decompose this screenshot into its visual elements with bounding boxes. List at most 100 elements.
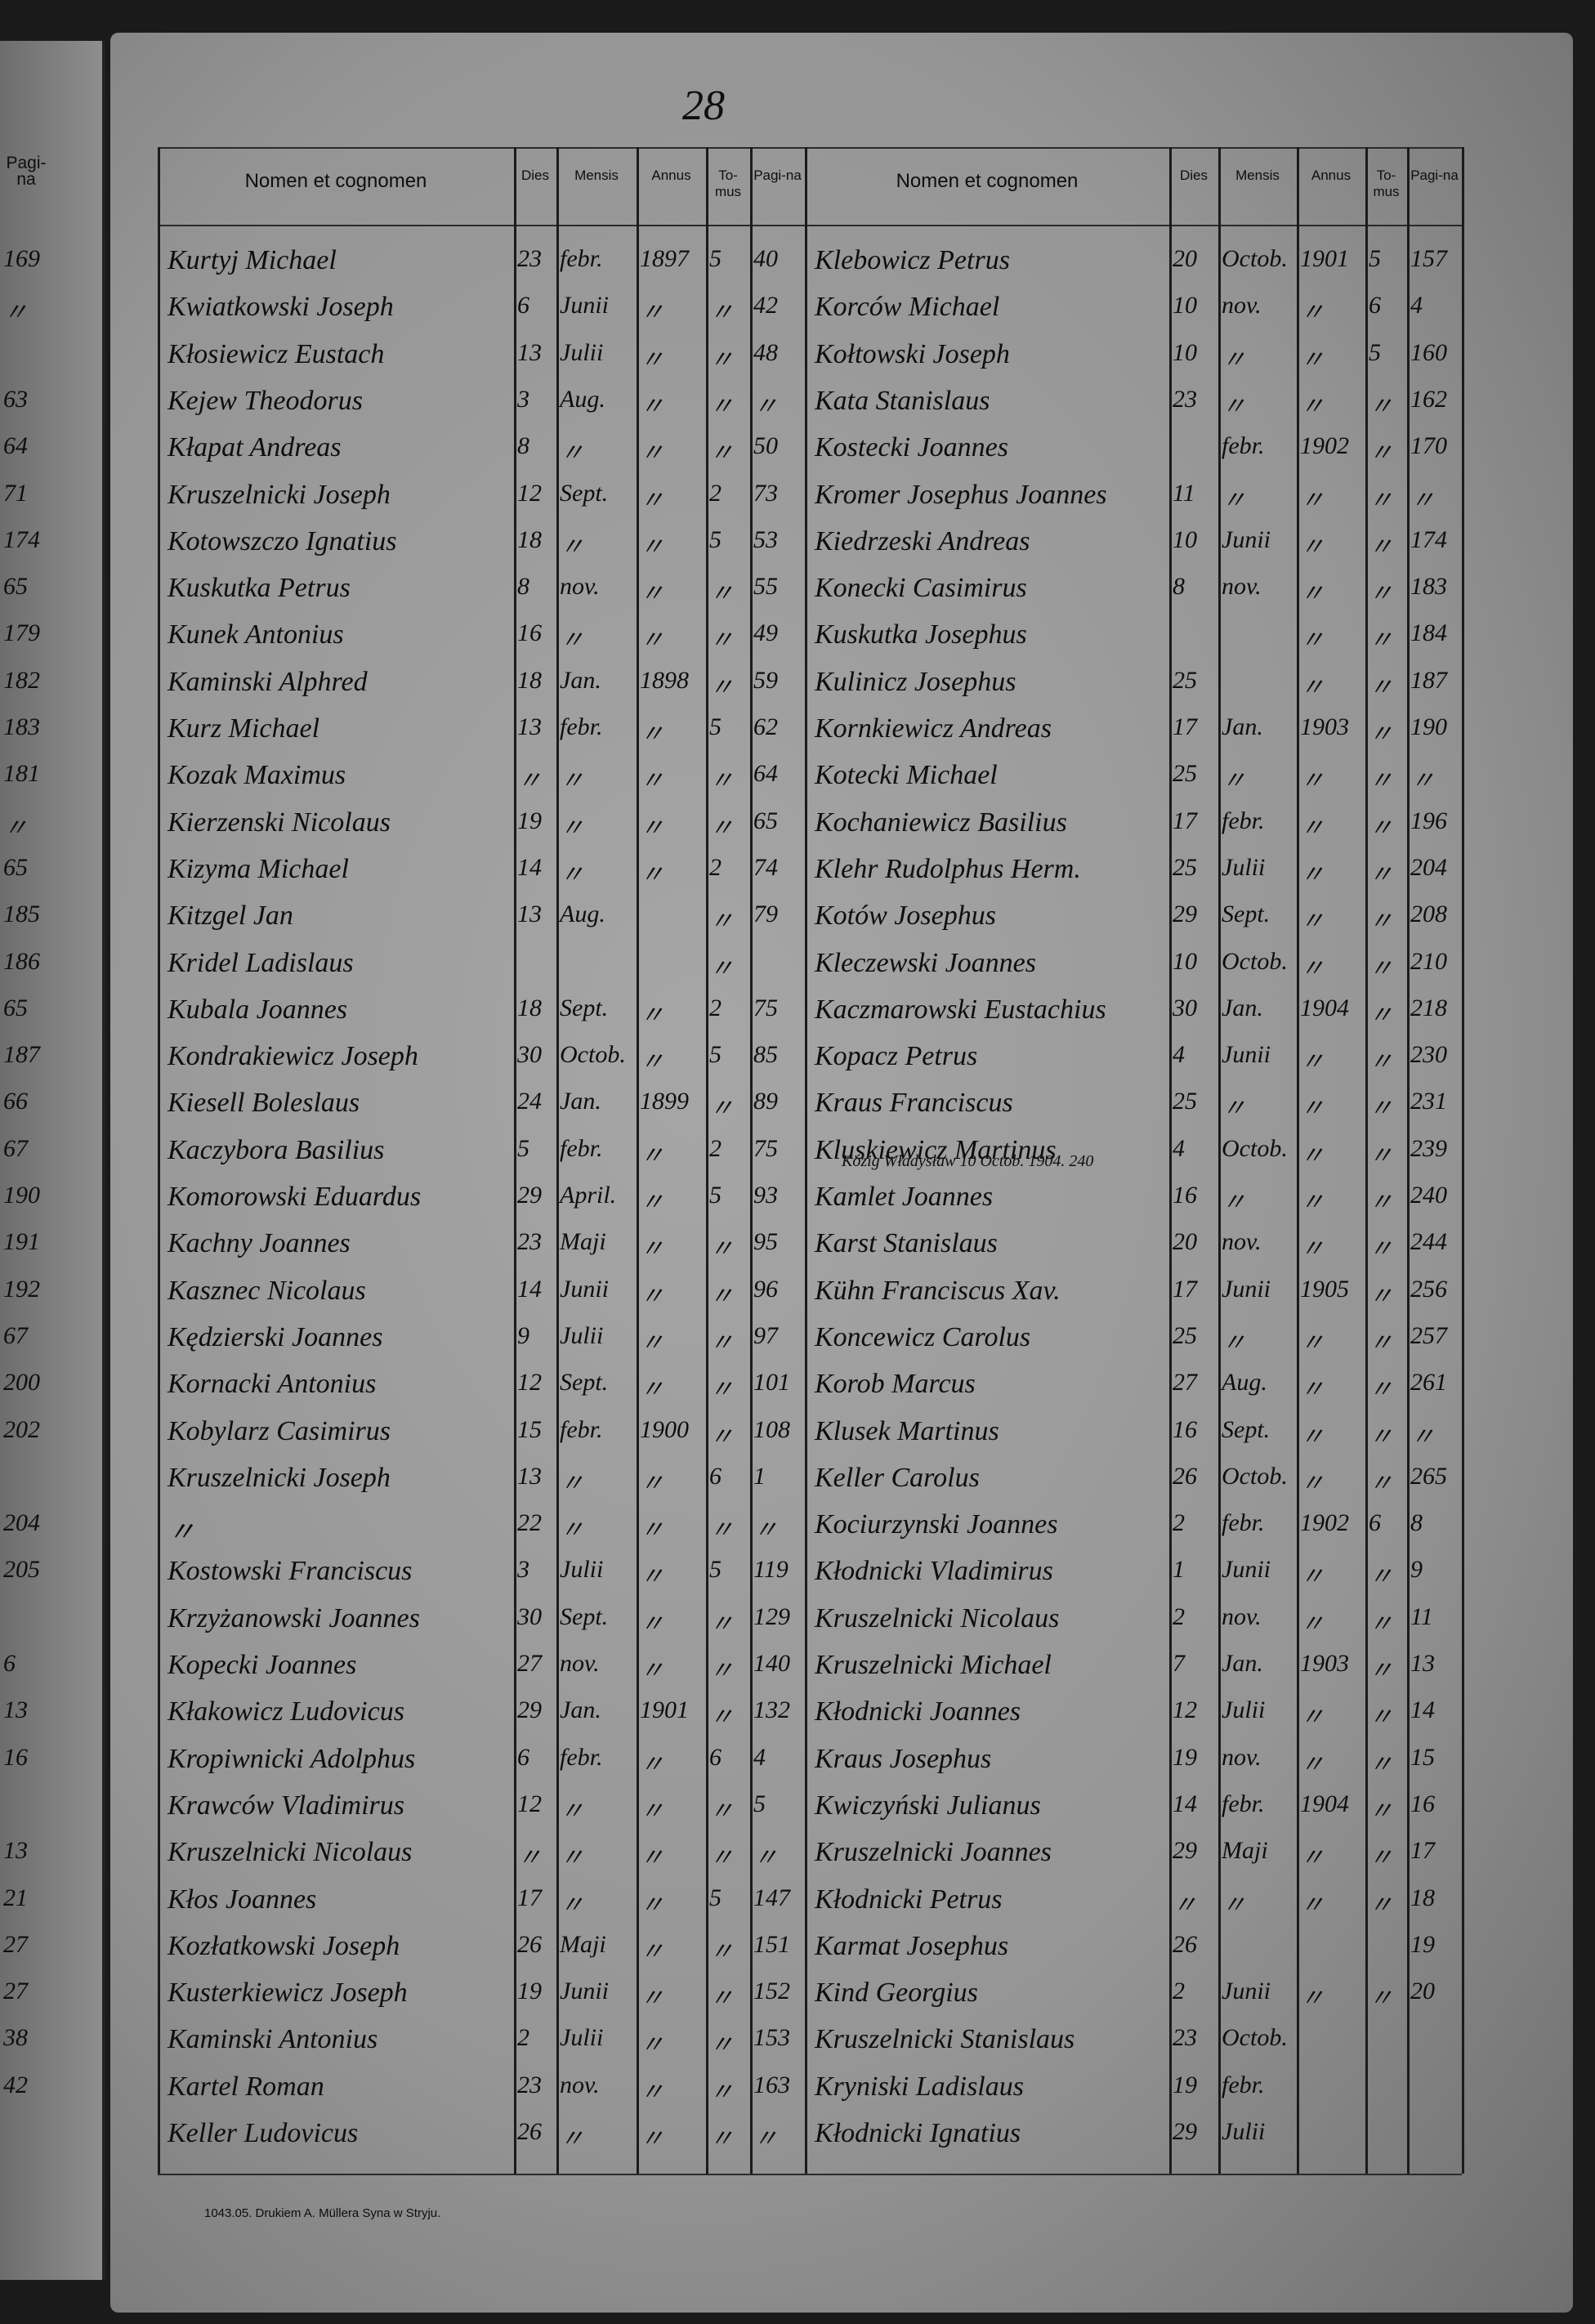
date-cell: Jan. <box>1222 994 1263 1021</box>
name-cell: Klusek Martinus <box>815 1415 999 1446</box>
date-cell: febr. <box>560 1134 603 1162</box>
date-cell: 〃 <box>1300 767 1325 795</box>
date-cell: 〃 <box>709 580 734 608</box>
date-cell: 〃 <box>640 1236 664 1263</box>
name-cell: Klehr Rudolphus Herm. <box>815 853 1081 884</box>
date-cell: 25 <box>1173 1088 1197 1115</box>
date-cell: 190 <box>1410 713 1447 740</box>
name-cell: Karmat Josephus <box>815 1930 1009 1961</box>
column-rule <box>1297 147 1299 2174</box>
date-cell: 〃 <box>709 954 734 982</box>
date-cell: 96 <box>753 1275 778 1303</box>
date-cell: 〃 <box>1369 440 1393 467</box>
date-cell: 〃 <box>1300 954 1325 982</box>
name-cell: Kuskutka Josephus <box>815 619 1027 650</box>
date-cell: Sept. <box>1222 1415 1271 1443</box>
date-cell: 14 <box>1410 1696 1435 1724</box>
date-cell: 10 <box>1173 338 1197 366</box>
date-cell: 〃 <box>1410 767 1435 795</box>
date-cell: 〃 <box>640 1937 664 1965</box>
date-cell: 170 <box>1410 432 1447 460</box>
name-cell: Klebowicz Petrus <box>815 245 1010 275</box>
date-cell: 13 <box>517 1462 542 1490</box>
date-cell: 62 <box>753 713 778 740</box>
date-cell: 42 <box>753 292 778 320</box>
date-cell: 5 <box>709 1182 722 1209</box>
date-cell: 5 <box>753 1790 766 1817</box>
margin-number: 27 <box>3 1930 28 1958</box>
date-cell: Junii <box>560 1978 609 2005</box>
date-cell: 〃 <box>1369 1376 1393 1404</box>
date-cell: 〃 <box>640 346 664 373</box>
margin-number: 16 <box>3 1743 28 1771</box>
margin-number: 204 <box>3 1509 40 1537</box>
date-cell: 〃 <box>1369 1142 1393 1169</box>
date-cell: 〃 <box>1369 1189 1393 1216</box>
name-cell: Korob Marcus <box>815 1369 976 1400</box>
date-cell: 〃 <box>640 392 664 420</box>
date-cell: 〃 <box>1369 721 1393 748</box>
date-cell: 5 <box>709 1884 722 1911</box>
date-cell: 〃 <box>517 767 542 795</box>
name-cell: Kłodnicki Petrus <box>815 1884 1003 1915</box>
margin-number: 67 <box>3 1321 28 1349</box>
date-cell: 204 <box>1410 853 1447 881</box>
footer: 1043.05. Drukiem A. Müllera Syna w Stryj… <box>204 2206 441 2220</box>
date-cell: 9 <box>1410 1556 1423 1584</box>
date-cell: 101 <box>753 1369 790 1397</box>
column-rule <box>805 147 807 2174</box>
name-cell: Kędzierski Joannes <box>168 1321 383 1352</box>
date-cell: 〃 <box>709 1236 734 1263</box>
date-cell: 〃 <box>640 299 664 327</box>
date-cell: 4 <box>753 1743 766 1771</box>
date-cell: Junii <box>1222 1556 1271 1584</box>
column-rule <box>706 147 708 2174</box>
date-cell: 〃 <box>1369 767 1393 795</box>
date-cell: Junii <box>1222 1041 1271 1069</box>
date-cell: 27 <box>517 1650 542 1677</box>
date-cell: 〃 <box>640 627 664 655</box>
date-cell: 1902 <box>1300 432 1349 460</box>
date-cell: 240 <box>1410 1182 1447 1209</box>
date-cell: 5 <box>517 1134 529 1162</box>
name-cell: Karst Stanislaus <box>815 1228 998 1259</box>
date-cell: febr. <box>1222 1509 1265 1537</box>
column-rule <box>1365 147 1368 2174</box>
name-cell: Kwiczyński Julianus <box>815 1790 1041 1821</box>
date-cell: 89 <box>753 1088 778 1115</box>
date-cell: 23 <box>517 245 542 272</box>
date-cell: Junii <box>1222 1275 1271 1303</box>
date-cell: 230 <box>1410 1041 1447 1069</box>
date-cell: 〃 <box>753 392 778 420</box>
date-cell: 48 <box>753 338 778 366</box>
date-cell: 〃 <box>1222 392 1246 420</box>
date-cell: 210 <box>1410 947 1447 975</box>
date-cell: 10 <box>1173 292 1197 320</box>
date-cell: 〃 <box>1300 346 1325 373</box>
date-cell: 75 <box>753 1134 778 1162</box>
name-cell: Kuskutka Petrus <box>168 573 351 604</box>
date-cell: 50 <box>753 432 778 460</box>
name-cell: Kruszelnicki Stanislaus <box>815 2024 1075 2055</box>
date-cell: 16 <box>1410 1790 1435 1817</box>
date-cell: 13 <box>1410 1650 1435 1677</box>
name-cell: Keller Ludovicus <box>168 2118 359 2148</box>
date-cell: 〃 <box>1369 1657 1393 1684</box>
name-cell: Kridel Ladislaus <box>168 947 354 978</box>
date-cell: 〃 <box>640 580 664 608</box>
date-cell: 23 <box>517 2071 542 2098</box>
date-cell: 〃 <box>1369 814 1393 842</box>
date-cell: 55 <box>753 573 778 601</box>
date-cell: 〃 <box>1369 580 1393 608</box>
date-cell: nov. <box>1222 1228 1262 1256</box>
date-cell: 〃 <box>1300 1048 1325 1076</box>
date-cell: 〃 <box>709 1610 734 1638</box>
date-cell: 5 <box>709 1556 722 1584</box>
date-cell: Octob. <box>1222 1134 1288 1162</box>
date-cell: 〃 <box>1300 533 1325 561</box>
name-cell: Kostecki Joannes <box>815 432 1008 463</box>
column-rule <box>1407 147 1410 2174</box>
date-cell: 5 <box>709 245 722 272</box>
date-cell: 〃 <box>1300 1376 1325 1404</box>
column-header: To-mus <box>1373 168 1400 199</box>
